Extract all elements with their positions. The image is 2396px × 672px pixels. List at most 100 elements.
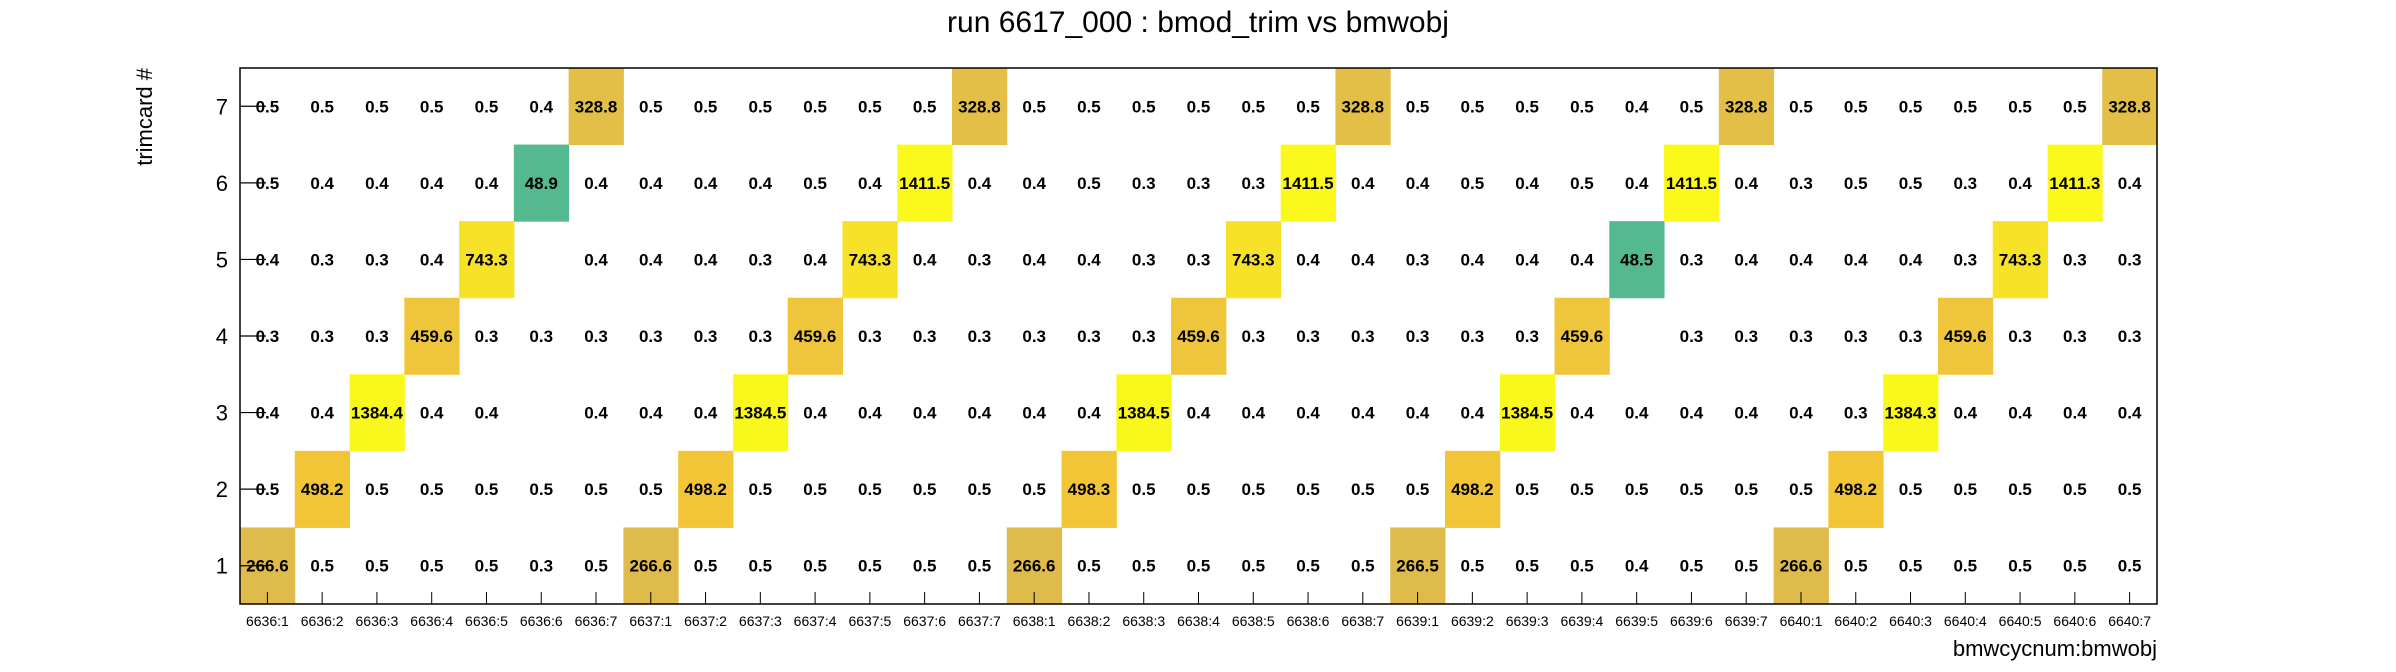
cell-value-label: 0.5 xyxy=(584,557,608,576)
cell-value-label: 0.5 xyxy=(1570,97,1594,116)
cell-value-label: 0.3 xyxy=(694,327,718,346)
x-tick-label: 6637:4 xyxy=(794,613,837,629)
y-tick-label: 2 xyxy=(216,477,228,502)
cell-value-label: 0.5 xyxy=(1241,557,1265,576)
x-tick-label: 6639:6 xyxy=(1670,613,1713,629)
cell-value-label: 743.3 xyxy=(465,250,508,269)
cell-value-label: 0.3 xyxy=(310,250,334,269)
cell-value-label: 0.5 xyxy=(1734,557,1758,576)
heatmap-cell xyxy=(1171,297,1227,375)
x-tick-label: 6640:1 xyxy=(1780,613,1823,629)
y-tick-label: 4 xyxy=(216,324,228,349)
cell-value-label: 0.5 xyxy=(1077,557,1101,576)
cell-value-label: 0.4 xyxy=(475,174,499,193)
chart-title: run 6617_000 : bmod_trim vs bmwobj xyxy=(947,6,1449,39)
x-tick-label: 6637:3 xyxy=(739,613,782,629)
cell-value-label: 0.5 xyxy=(310,557,334,576)
cell-value-label: 0.5 xyxy=(803,97,827,116)
cell-value-label: 0.4 xyxy=(913,404,937,423)
x-tick-label: 6637:1 xyxy=(629,613,672,629)
cell-value-label: 0.4 xyxy=(420,250,444,269)
cell-value-label: 0.3 xyxy=(1680,250,1704,269)
cell-value-label: 0.5 xyxy=(475,557,499,576)
cell-value-label: 0.5 xyxy=(639,480,663,499)
cell-value-label: 0.5 xyxy=(1515,480,1539,499)
x-tick-label: 6636:1 xyxy=(246,613,289,629)
cell-value-label: 328.8 xyxy=(575,97,618,116)
cell-value-label: 0.3 xyxy=(475,327,499,346)
cell-value-label: 0.4 xyxy=(694,174,718,193)
y-axis-title: trimcard # xyxy=(132,67,157,166)
cell-value-label: 0.4 xyxy=(1022,404,1046,423)
cell-value-label: 0.5 xyxy=(749,557,773,576)
cell-value-label: 0.4 xyxy=(2118,174,2142,193)
cell-value-label: 0.5 xyxy=(475,480,499,499)
x-tick-label: 6640:5 xyxy=(1999,613,2042,629)
cell-value-label: 0.3 xyxy=(529,557,553,576)
cell-value-label: 459.6 xyxy=(1944,327,1987,346)
cell-value-label: 0.4 xyxy=(1241,404,1265,423)
y-tick-label: 5 xyxy=(216,247,228,272)
cell-value-label: 0.5 xyxy=(858,557,882,576)
cell-value-label: 0.4 xyxy=(310,174,334,193)
x-tick-label: 6639:7 xyxy=(1725,613,1768,629)
x-tick-label: 6637:7 xyxy=(958,613,1001,629)
x-tick-label: 6640:3 xyxy=(1889,613,1932,629)
heatmap-cell xyxy=(1390,527,1446,605)
cell-value-label: 0.5 xyxy=(420,557,444,576)
x-tick-label: 6636:7 xyxy=(575,613,618,629)
cell-value-label: 0.4 xyxy=(1406,404,1430,423)
cell-value-label: 0.3 xyxy=(1241,174,1265,193)
x-tick-label: 6636:2 xyxy=(301,613,344,629)
cell-value-label: 266.5 xyxy=(1396,557,1439,576)
cell-value-label: 459.6 xyxy=(1561,327,1604,346)
heatmap-cell xyxy=(513,144,570,222)
cell-value-label: 0.3 xyxy=(2063,327,2087,346)
cell-value-label: 0.5 xyxy=(1899,97,1923,116)
cell-value-label: 0.3 xyxy=(1734,327,1758,346)
cell-value-label: 0.5 xyxy=(803,480,827,499)
cell-value-label: 0.5 xyxy=(1461,557,1485,576)
cell-value-label: 0.3 xyxy=(639,327,663,346)
cell-value-label: 0.5 xyxy=(1899,174,1923,193)
cell-value-label: 498.2 xyxy=(684,480,727,499)
cell-value-label: 0.3 xyxy=(529,327,553,346)
cell-value-label: 0.3 xyxy=(1406,327,1430,346)
x-tick-label: 6638:3 xyxy=(1122,613,1165,629)
cell-value-label: 1384.5 xyxy=(1118,404,1170,423)
cell-value-label: 1384.5 xyxy=(1501,404,1553,423)
x-axis-title: bmwcycnum:bmwobj xyxy=(1953,636,2157,661)
heatmap-cell xyxy=(404,297,460,375)
cell-value-label: 0.5 xyxy=(1461,174,1485,193)
cell-value-label: 0.5 xyxy=(1899,557,1923,576)
cell-value-label: 0.5 xyxy=(1844,174,1868,193)
cell-value-label: 0.5 xyxy=(913,557,937,576)
cell-value-label: 0.4 xyxy=(639,250,663,269)
cell-value-label: 0.4 xyxy=(1077,404,1101,423)
cell-value-label: 0.5 xyxy=(913,97,937,116)
cell-value-label: 0.3 xyxy=(1461,327,1485,346)
cell-value-label: 0.5 xyxy=(1570,480,1594,499)
x-tick-label: 6638:6 xyxy=(1287,613,1330,629)
x-tick-label: 6637:2 xyxy=(684,613,727,629)
cell-value-label: 0.4 xyxy=(1899,250,1923,269)
y-tick-label: 3 xyxy=(216,401,228,426)
cell-value-label: 0.5 xyxy=(475,97,499,116)
y-tick-label: 6 xyxy=(216,171,228,196)
heatmap-cell xyxy=(842,221,898,299)
cell-value-label: 0.4 xyxy=(584,174,608,193)
x-tick-label: 6638:5 xyxy=(1232,613,1275,629)
heatmap-cell xyxy=(1664,144,1720,222)
cell-value-label: 0.5 xyxy=(1570,557,1594,576)
cell-value-label: 0.4 xyxy=(1406,174,1430,193)
heatmap-cell xyxy=(1006,527,1063,605)
cell-value-label: 0.4 xyxy=(1680,404,1704,423)
x-tick-label: 6636:6 xyxy=(520,613,563,629)
cell-value-label: 0.5 xyxy=(2063,97,2087,116)
heatmap-cells: 266.6 0.5 0.5 0.5 0.5 0.3 0.5 266.6 0.5 0.5 0.5 0.5… xyxy=(240,68,2158,605)
cell-value-label: 48.9 xyxy=(525,174,558,193)
cell-value-label: 0.5 xyxy=(420,97,444,116)
cell-value-label: 0.3 xyxy=(1844,404,1868,423)
cell-value-label: 0.5 xyxy=(584,480,608,499)
heatmap-cell xyxy=(1609,221,1665,299)
